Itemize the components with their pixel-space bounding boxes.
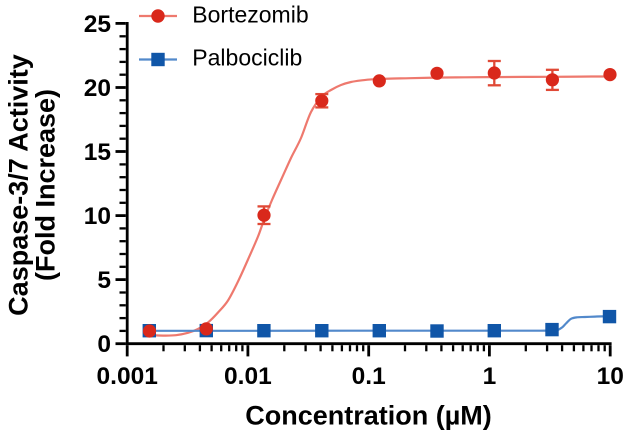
svg-text:0.1: 0.1 [352,363,386,390]
svg-text:20: 20 [84,75,111,102]
svg-text:Bortezomib: Bortezomib [192,1,308,27]
svg-text:25: 25 [84,11,111,38]
svg-text:5: 5 [97,267,111,294]
svg-text:Caspase-3/7 Activity: Caspase-3/7 Activity [4,54,34,316]
svg-text:(Fold Increase): (Fold Increase) [31,89,61,281]
svg-text:1: 1 [483,363,497,390]
svg-text:10: 10 [597,363,624,390]
svg-text:Concentration (µM): Concentration (µM) [245,401,492,431]
svg-text:0.001: 0.001 [97,363,158,390]
svg-text:0: 0 [97,331,111,358]
svg-text:Palbociclib: Palbociclib [192,44,302,70]
svg-text:0.01: 0.01 [224,363,272,390]
svg-text:15: 15 [84,139,111,166]
svg-text:10: 10 [84,203,111,230]
